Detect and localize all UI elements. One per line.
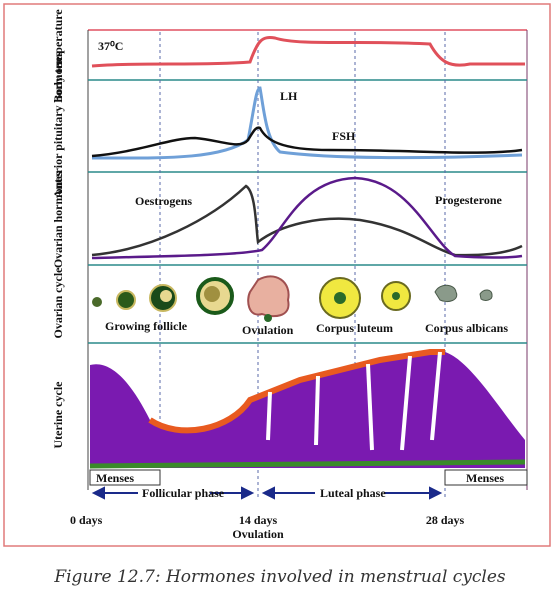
uterine-edge <box>148 349 445 434</box>
phase-label: Menses <box>466 471 504 485</box>
phase-label: Luteal phase <box>320 486 386 500</box>
fsh-curve <box>91 126 523 158</box>
annotation: FSH <box>332 129 356 143</box>
day-label: 28 days <box>426 513 465 527</box>
annotation: Progesterone <box>435 193 503 207</box>
uterine-lining <box>90 352 525 468</box>
stage-label: Corpus albicans <box>425 321 508 335</box>
panel-label: Ovarian cycle <box>51 267 65 339</box>
panel-label: Ovarian hormones <box>51 172 65 269</box>
stage-label: Growing follicle <box>105 319 188 333</box>
day-label: 14 days <box>239 513 278 527</box>
stage-label: Corpus luteum <box>316 321 393 335</box>
panel-label: Anterior pituitary hormones <box>51 51 65 198</box>
panel-label: Body temperature <box>51 9 65 103</box>
lh-curve <box>91 86 523 160</box>
panel-label: Uterine cycle <box>51 381 65 449</box>
separators <box>88 79 527 344</box>
glands <box>266 351 442 451</box>
stage-label: Ovulation <box>242 323 294 337</box>
annotation: LH <box>280 89 298 103</box>
menses-box <box>89 469 161 486</box>
progesterone-curve <box>91 176 523 260</box>
phase-arrows <box>91 486 443 500</box>
temperature-curve <box>91 36 525 68</box>
day-label: 0 days <box>70 513 103 527</box>
menses-box <box>444 469 528 486</box>
day-label: Ovulation <box>232 527 284 541</box>
phase-label: Follicular phase <box>142 486 225 500</box>
ovary-icons <box>92 275 493 322</box>
caption: Figure 12.7: Hormones involved in menstr… <box>53 567 506 587</box>
frame <box>3 3 551 547</box>
annotation: Oestrogens <box>135 194 192 208</box>
basal-layer <box>89 459 526 469</box>
phase-label: Menses <box>96 471 134 485</box>
annotation: 37⁰C <box>98 39 123 53</box>
